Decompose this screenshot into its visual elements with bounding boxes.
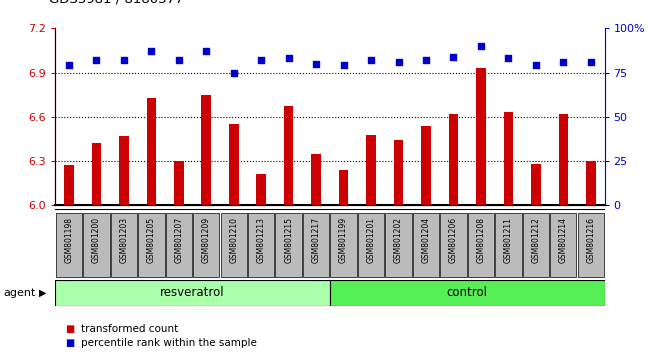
FancyBboxPatch shape [495, 213, 521, 276]
Text: control: control [447, 286, 488, 299]
Point [256, 57, 266, 63]
Text: GSM801198: GSM801198 [64, 217, 73, 263]
Point [421, 57, 431, 63]
Text: GSM801205: GSM801205 [147, 217, 156, 263]
Bar [531, 164, 541, 205]
FancyBboxPatch shape [111, 213, 137, 276]
Bar [256, 175, 266, 205]
Point [586, 59, 596, 65]
Text: ■: ■ [65, 338, 74, 348]
Text: transformed count: transformed count [81, 324, 179, 334]
FancyBboxPatch shape [303, 213, 330, 276]
Bar [339, 170, 348, 205]
Bar [476, 68, 486, 205]
Point [91, 57, 101, 63]
Point [64, 63, 74, 68]
Bar [504, 113, 514, 205]
Point [283, 56, 294, 61]
Text: GSM801216: GSM801216 [586, 217, 595, 263]
Text: ■: ■ [65, 324, 74, 334]
Text: GSM801208: GSM801208 [476, 217, 486, 263]
Text: GSM801207: GSM801207 [174, 217, 183, 263]
Point [174, 57, 184, 63]
Text: resveratrol: resveratrol [161, 286, 225, 299]
Bar [229, 124, 239, 205]
Text: GSM801213: GSM801213 [257, 217, 266, 263]
Text: GSM801206: GSM801206 [449, 217, 458, 263]
Point [146, 48, 157, 54]
Text: GSM801209: GSM801209 [202, 217, 211, 263]
FancyBboxPatch shape [193, 213, 220, 276]
Text: GSM801210: GSM801210 [229, 217, 239, 263]
Text: GSM801212: GSM801212 [531, 217, 540, 263]
Text: GSM801214: GSM801214 [559, 217, 568, 263]
FancyBboxPatch shape [358, 213, 384, 276]
FancyBboxPatch shape [83, 213, 110, 276]
FancyBboxPatch shape [440, 213, 467, 276]
Bar [64, 166, 74, 205]
Point [448, 54, 459, 59]
Point [339, 63, 349, 68]
Bar [586, 161, 595, 205]
Text: GSM801215: GSM801215 [284, 217, 293, 263]
Text: percentile rank within the sample: percentile rank within the sample [81, 338, 257, 348]
FancyBboxPatch shape [550, 213, 577, 276]
Text: GDS3981 / 8180377: GDS3981 / 8180377 [49, 0, 183, 6]
Bar [119, 136, 129, 205]
Text: GSM801211: GSM801211 [504, 217, 513, 263]
FancyBboxPatch shape [138, 213, 164, 276]
Bar [92, 143, 101, 205]
Bar [311, 154, 321, 205]
Text: GSM801203: GSM801203 [120, 217, 129, 263]
Bar [202, 95, 211, 205]
FancyBboxPatch shape [413, 213, 439, 276]
FancyBboxPatch shape [330, 280, 604, 306]
Text: agent: agent [3, 288, 36, 298]
Bar [366, 135, 376, 205]
FancyBboxPatch shape [468, 213, 494, 276]
Point [201, 48, 211, 54]
Text: GSM801217: GSM801217 [311, 217, 320, 263]
FancyBboxPatch shape [220, 213, 247, 276]
Bar [421, 126, 431, 205]
FancyBboxPatch shape [523, 213, 549, 276]
Point [311, 61, 321, 67]
FancyBboxPatch shape [166, 213, 192, 276]
Bar [174, 161, 184, 205]
FancyBboxPatch shape [248, 213, 274, 276]
FancyBboxPatch shape [385, 213, 411, 276]
Point [393, 59, 404, 65]
Bar [146, 98, 156, 205]
Bar [284, 107, 294, 205]
FancyBboxPatch shape [578, 213, 604, 276]
Point [366, 57, 376, 63]
Text: ▶: ▶ [39, 288, 47, 298]
FancyBboxPatch shape [330, 213, 357, 276]
Point [530, 63, 541, 68]
Bar [558, 114, 568, 205]
Text: GSM801204: GSM801204 [421, 217, 430, 263]
Point [476, 43, 486, 49]
Bar [394, 141, 404, 205]
Point [119, 57, 129, 63]
Text: GSM801201: GSM801201 [367, 217, 376, 263]
Point [229, 70, 239, 75]
Bar [448, 114, 458, 205]
FancyBboxPatch shape [276, 213, 302, 276]
Text: GSM801200: GSM801200 [92, 217, 101, 263]
FancyBboxPatch shape [55, 280, 330, 306]
Point [558, 59, 569, 65]
FancyBboxPatch shape [56, 213, 82, 276]
Text: GSM801199: GSM801199 [339, 217, 348, 263]
Text: GSM801202: GSM801202 [394, 217, 403, 263]
Point [503, 56, 514, 61]
